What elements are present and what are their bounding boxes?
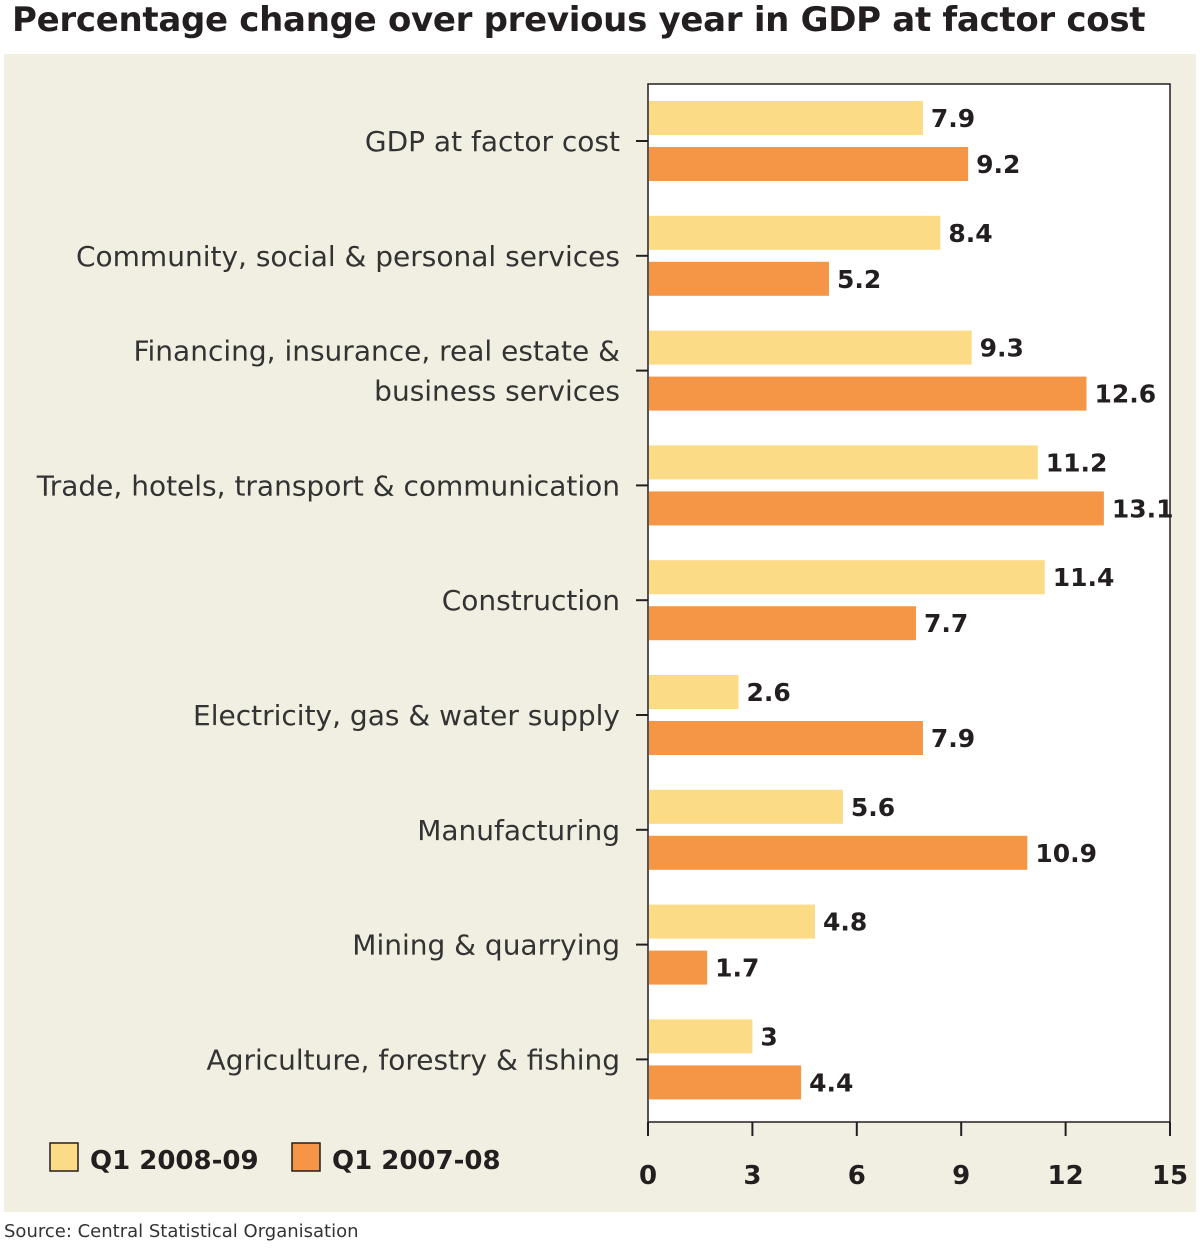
data-label: 2.6 xyxy=(746,678,790,707)
bar-q1-2008-09 xyxy=(649,1019,753,1054)
bar-q1-2007-08 xyxy=(649,1065,802,1100)
data-label: 13.1 xyxy=(1112,494,1174,523)
data-label: 3 xyxy=(760,1022,777,1051)
data-label: 1.7 xyxy=(715,954,759,983)
category-label: Financing, insurance, real estate & xyxy=(133,335,620,368)
category-label: Community, social & personal services xyxy=(76,240,620,273)
data-label: 10.9 xyxy=(1035,839,1097,868)
x-tick-label: 12 xyxy=(1048,1161,1084,1191)
data-label: 4.4 xyxy=(809,1068,853,1097)
category-label: GDP at factor cost xyxy=(365,125,620,158)
x-tick-label: 6 xyxy=(848,1161,866,1191)
plot-area xyxy=(647,83,1171,1123)
bar-q1-2008-09 xyxy=(649,101,923,135)
category-label: Trade, hotels, transport & communication xyxy=(36,469,620,502)
category-label: Agriculture, forestry & fishing xyxy=(207,1043,620,1076)
legend-swatch xyxy=(291,1142,321,1172)
data-label: 11.2 xyxy=(1046,448,1108,477)
data-label: 9.2 xyxy=(976,150,1020,179)
bar-q1-2008-09 xyxy=(649,789,843,824)
data-label: 7.9 xyxy=(931,724,975,753)
x-tick-label: 0 xyxy=(639,1161,657,1191)
data-label: 7.7 xyxy=(924,609,968,638)
data-label: 11.4 xyxy=(1053,563,1115,592)
legend-swatch xyxy=(49,1142,79,1172)
bar-q1-2007-08 xyxy=(649,606,916,641)
bar-q1-2008-09 xyxy=(649,215,941,250)
x-tick-label: 15 xyxy=(1152,1161,1188,1191)
category-label: business services xyxy=(374,375,620,408)
source-note: Source: Central Statistical Organisation xyxy=(4,1221,359,1242)
bar-q1-2008-09 xyxy=(649,560,1045,595)
chart-title: Percentage change over previous year in … xyxy=(12,0,1146,40)
bar-q1-2008-09 xyxy=(649,904,816,939)
category-label: Construction xyxy=(442,584,620,617)
bar-q1-2008-09 xyxy=(649,330,972,365)
data-label: 5.2 xyxy=(837,265,881,294)
x-tick-label: 3 xyxy=(743,1161,761,1191)
bar-q1-2007-08 xyxy=(649,147,969,181)
bar-q1-2007-08 xyxy=(649,491,1104,526)
legend-label: Q1 2007-08 xyxy=(332,1146,501,1176)
bar-q1-2007-08 xyxy=(649,261,829,296)
bar-q1-2007-08 xyxy=(649,950,708,985)
data-label: 4.8 xyxy=(823,908,867,937)
data-label: 12.6 xyxy=(1094,380,1156,409)
category-label: Mining & quarrying xyxy=(352,929,620,962)
data-label: 7.9 xyxy=(931,104,975,133)
data-label: 9.3 xyxy=(980,334,1024,363)
legend-label: Q1 2008-09 xyxy=(90,1146,259,1176)
bar-q1-2008-09 xyxy=(649,445,1038,480)
data-label: 8.4 xyxy=(948,219,992,248)
bar-q1-2007-08 xyxy=(649,376,1087,411)
bar-q1-2007-08 xyxy=(649,721,923,755)
data-label: 5.6 xyxy=(851,793,895,822)
bar-q1-2007-08 xyxy=(649,835,1028,870)
bar-q1-2008-09 xyxy=(649,675,739,709)
category-label: Manufacturing xyxy=(417,814,620,847)
category-label: Electricity, gas & water supply xyxy=(193,699,620,732)
x-tick-label: 9 xyxy=(952,1161,970,1191)
